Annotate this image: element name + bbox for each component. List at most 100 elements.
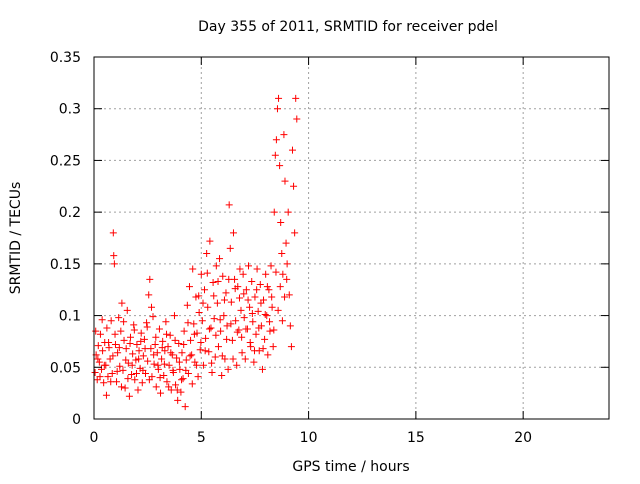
data-point [137, 337, 145, 345]
data-point [173, 386, 181, 394]
data-point [91, 368, 99, 376]
data-point [153, 349, 161, 357]
data-point [229, 355, 237, 363]
y-tick-label: 0.2 [59, 205, 81, 221]
y-tick-label: 0.35 [50, 50, 81, 66]
data-point [175, 339, 183, 347]
data-point [187, 336, 195, 344]
data-point [120, 336, 128, 344]
data-point [156, 374, 164, 382]
data-point [139, 352, 147, 360]
x-tick-label: 5 [197, 430, 206, 446]
data-point [284, 208, 292, 216]
x-tick-label: 0 [90, 430, 99, 446]
data-point [189, 265, 197, 273]
data-point [157, 389, 165, 397]
data-point [227, 298, 235, 306]
data-point [267, 262, 275, 270]
data-point [131, 376, 139, 384]
data-point [263, 312, 271, 320]
data-point [150, 351, 158, 359]
data-point [198, 317, 206, 325]
data-point [268, 303, 276, 311]
data-point [176, 365, 184, 373]
data-point [155, 325, 163, 333]
data-point [152, 383, 160, 391]
data-point [111, 330, 119, 338]
data-point [197, 338, 205, 346]
data-point [205, 325, 213, 333]
data-point [165, 361, 173, 369]
data-point [223, 335, 231, 343]
x-axis-label: GPS time / hours [292, 459, 409, 475]
data-point [167, 349, 175, 357]
data-point [129, 350, 137, 358]
data-point [223, 322, 231, 330]
data-point [144, 357, 152, 365]
data-point [126, 339, 134, 347]
data-point [256, 281, 264, 289]
data-point [270, 208, 278, 216]
data-point [220, 312, 228, 320]
data-point [183, 301, 191, 309]
data-point [107, 317, 115, 325]
x-tick-label: 10 [300, 430, 318, 446]
data-point [104, 373, 112, 381]
data-point [261, 335, 269, 343]
data-point [271, 151, 279, 159]
data-point [143, 323, 151, 331]
data-point [186, 352, 194, 360]
data-point [145, 291, 153, 299]
data-point [235, 294, 243, 302]
data-point [133, 341, 141, 349]
data-point [135, 355, 143, 363]
data-point [258, 365, 266, 373]
data-point [195, 292, 203, 300]
data-point [164, 343, 172, 351]
data-point [149, 313, 157, 321]
data-point [246, 303, 254, 311]
x-tick-label: 20 [514, 430, 532, 446]
data-point [286, 322, 294, 330]
data-point [145, 376, 153, 384]
data-point [211, 353, 219, 361]
data-point [292, 94, 300, 102]
data-point [95, 358, 103, 366]
plot-area-frame [93, 56, 610, 420]
data-point [132, 369, 140, 377]
data-point [140, 335, 148, 343]
data-point [293, 115, 301, 123]
data-point [242, 286, 250, 294]
data-point [242, 325, 250, 333]
data-point [178, 349, 186, 357]
data-point [190, 330, 198, 338]
data-point [226, 244, 234, 252]
data-point [113, 367, 121, 375]
data-point [163, 330, 171, 338]
data-point [122, 356, 130, 364]
data-point [173, 354, 181, 362]
data-point [199, 361, 207, 369]
data-point [188, 351, 196, 359]
data-point [220, 296, 228, 304]
data-point [100, 361, 108, 369]
data-point [199, 299, 207, 307]
data-point [232, 317, 240, 325]
data-point [251, 347, 259, 355]
data-point [188, 380, 196, 388]
data-point [250, 358, 258, 366]
data-point [205, 348, 213, 356]
data-point [114, 349, 122, 357]
data-point [166, 331, 174, 339]
data-point [283, 275, 291, 283]
data-point [253, 265, 261, 273]
data-point [249, 318, 257, 326]
data-point [152, 333, 160, 341]
data-point [177, 388, 185, 396]
data-point [218, 372, 226, 380]
data-point [196, 346, 204, 354]
data-point [231, 285, 239, 293]
data-point [146, 275, 154, 283]
y-tick-label: 0 [72, 412, 81, 428]
